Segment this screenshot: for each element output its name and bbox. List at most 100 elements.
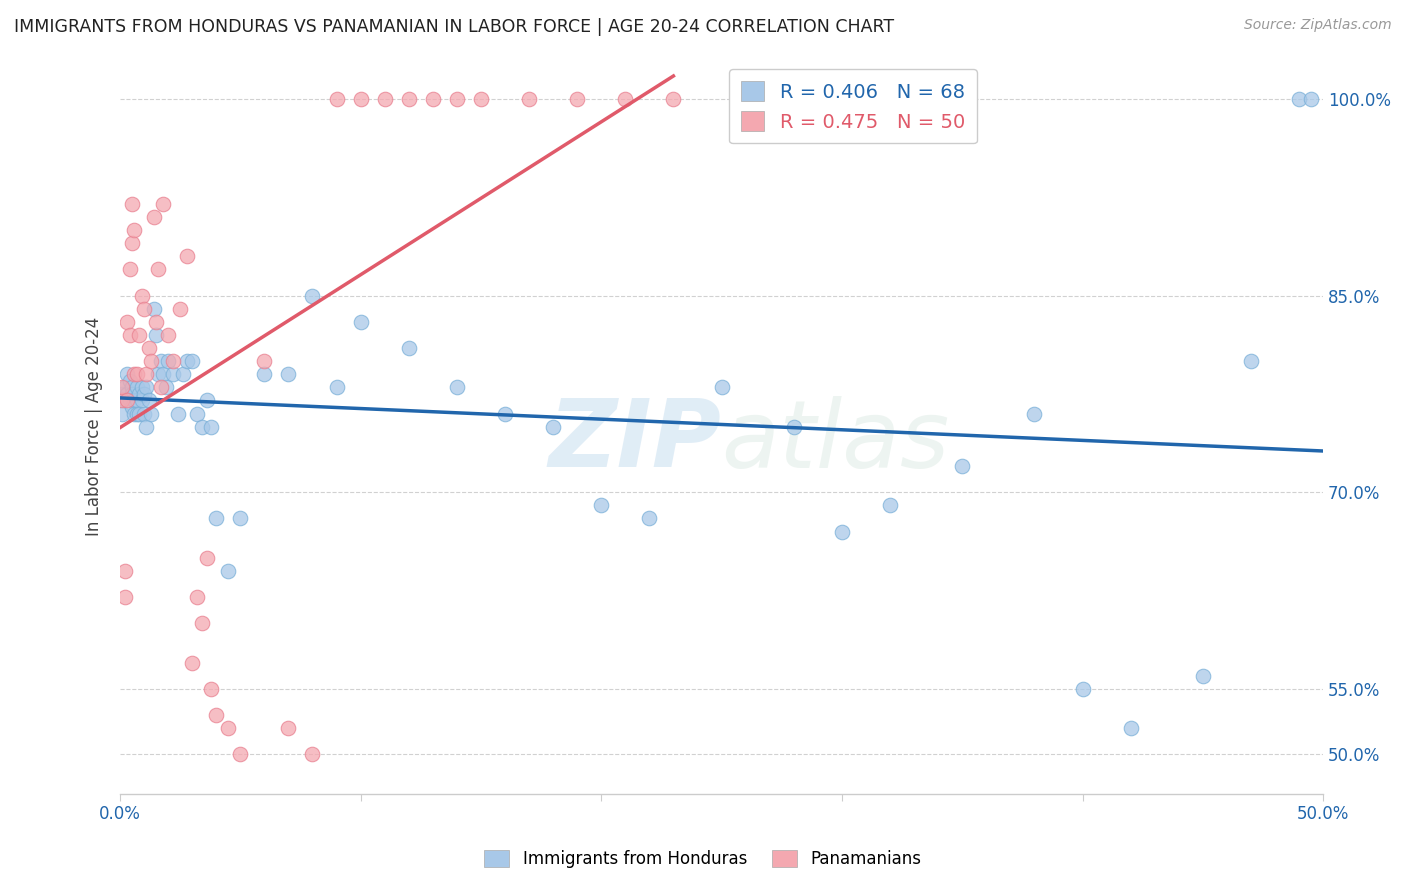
Point bbox=[152, 368, 174, 382]
Point bbox=[195, 393, 218, 408]
Point bbox=[301, 747, 323, 762]
Point bbox=[111, 387, 134, 401]
Point bbox=[115, 387, 138, 401]
Point bbox=[205, 511, 228, 525]
Point bbox=[131, 380, 153, 394]
Point bbox=[115, 393, 138, 408]
Point bbox=[114, 564, 136, 578]
Point bbox=[638, 511, 661, 525]
Point bbox=[121, 236, 143, 251]
Point bbox=[662, 92, 685, 106]
Point bbox=[132, 301, 155, 316]
Point bbox=[135, 368, 157, 382]
Point bbox=[1191, 669, 1213, 683]
Point bbox=[217, 564, 239, 578]
Point bbox=[114, 393, 136, 408]
Point bbox=[118, 393, 141, 408]
Point bbox=[149, 354, 172, 368]
Point bbox=[128, 387, 150, 401]
Point bbox=[191, 419, 214, 434]
Point bbox=[132, 407, 155, 421]
Point bbox=[253, 368, 276, 382]
Point bbox=[169, 301, 191, 316]
Point bbox=[128, 407, 150, 421]
Point bbox=[121, 196, 143, 211]
Legend: R = 0.406   N = 68, R = 0.475   N = 50: R = 0.406 N = 68, R = 0.475 N = 50 bbox=[730, 70, 977, 144]
Point bbox=[301, 288, 323, 302]
Point bbox=[124, 368, 146, 382]
Point bbox=[176, 249, 198, 263]
Point bbox=[217, 721, 239, 735]
Point bbox=[111, 380, 134, 394]
Point bbox=[517, 92, 540, 106]
Point bbox=[200, 681, 222, 696]
Point bbox=[125, 407, 148, 421]
Point bbox=[591, 498, 613, 512]
Point bbox=[446, 380, 468, 394]
Point bbox=[121, 400, 143, 414]
Point bbox=[831, 524, 853, 539]
Point bbox=[200, 419, 222, 434]
Point bbox=[162, 368, 184, 382]
Point bbox=[157, 354, 180, 368]
Point bbox=[1240, 354, 1263, 368]
Point bbox=[141, 407, 163, 421]
Point bbox=[950, 458, 973, 473]
Point bbox=[446, 92, 468, 106]
Point bbox=[118, 327, 141, 342]
Point bbox=[349, 315, 371, 329]
Point bbox=[229, 747, 252, 762]
Point bbox=[135, 419, 157, 434]
Point bbox=[181, 656, 204, 670]
Point bbox=[149, 380, 172, 394]
Point bbox=[205, 708, 228, 723]
Point bbox=[121, 387, 143, 401]
Point bbox=[1288, 92, 1310, 106]
Text: IMMIGRANTS FROM HONDURAS VS PANAMANIAN IN LABOR FORCE | AGE 20-24 CORRELATION CH: IMMIGRANTS FROM HONDURAS VS PANAMANIAN I… bbox=[14, 18, 894, 36]
Point bbox=[614, 92, 637, 106]
Point bbox=[783, 419, 806, 434]
Point bbox=[162, 354, 184, 368]
Point bbox=[349, 92, 371, 106]
Point bbox=[148, 262, 170, 277]
Point bbox=[422, 92, 444, 106]
Point bbox=[118, 374, 141, 388]
Point bbox=[111, 407, 134, 421]
Point bbox=[1119, 721, 1142, 735]
Point bbox=[1024, 407, 1046, 421]
Point bbox=[567, 92, 589, 106]
Point bbox=[172, 368, 194, 382]
Point bbox=[398, 92, 420, 106]
Text: Source: ZipAtlas.com: Source: ZipAtlas.com bbox=[1244, 18, 1392, 32]
Point bbox=[166, 407, 188, 421]
Point bbox=[277, 368, 299, 382]
Point bbox=[138, 341, 160, 355]
Point bbox=[125, 393, 148, 408]
Point bbox=[131, 393, 153, 408]
Point bbox=[138, 393, 160, 408]
Point bbox=[710, 380, 733, 394]
Point bbox=[186, 590, 208, 604]
Y-axis label: In Labor Force | Age 20-24: In Labor Force | Age 20-24 bbox=[86, 317, 103, 536]
Point bbox=[176, 354, 198, 368]
Point bbox=[191, 616, 214, 631]
Point bbox=[879, 498, 901, 512]
Point bbox=[186, 407, 208, 421]
Point bbox=[132, 387, 155, 401]
Legend: Immigrants from Honduras, Panamanians: Immigrants from Honduras, Panamanians bbox=[478, 843, 928, 875]
Point bbox=[152, 196, 174, 211]
Point bbox=[470, 92, 492, 106]
Point bbox=[494, 407, 516, 421]
Point bbox=[124, 223, 146, 237]
Point bbox=[125, 368, 148, 382]
Point bbox=[145, 327, 167, 342]
Point bbox=[141, 354, 163, 368]
Point bbox=[114, 380, 136, 394]
Point bbox=[125, 380, 148, 394]
Point bbox=[135, 380, 157, 394]
Point bbox=[121, 380, 143, 394]
Point bbox=[374, 92, 396, 106]
Point bbox=[131, 288, 153, 302]
Point bbox=[124, 407, 146, 421]
Point bbox=[124, 393, 146, 408]
